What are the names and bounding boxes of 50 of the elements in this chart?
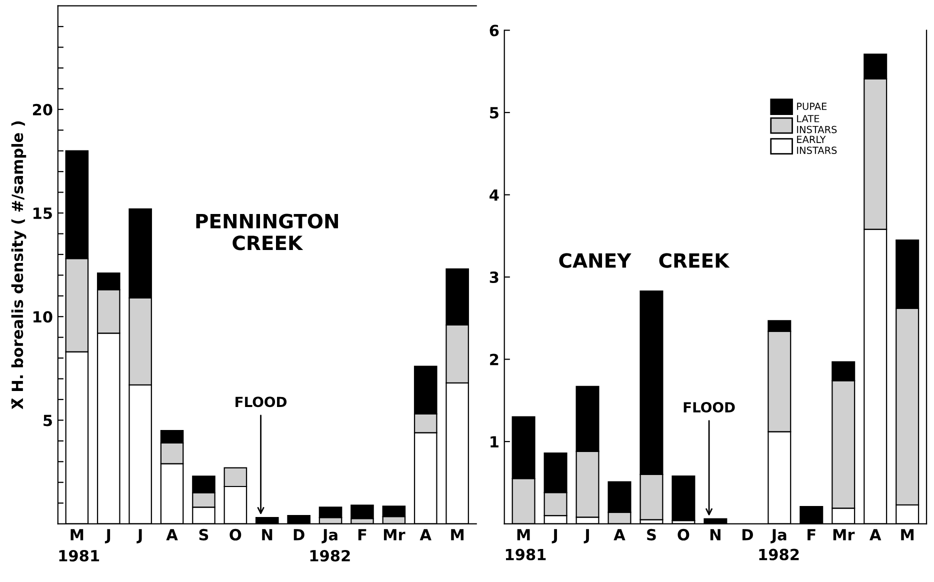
y-tick-label: 10 (34, 311, 52, 323)
legend-label: EARLY INSTARS (797, 136, 837, 154)
legend-label: LATE INSTARS (797, 115, 837, 134)
x-tick-label: M (70, 529, 84, 540)
x-tick-label: O (678, 528, 690, 540)
y-tick-label: 5 (44, 414, 52, 426)
legend-label: PUPAE (797, 102, 827, 110)
x-tick-label: M (901, 529, 914, 540)
y-tick-label: 2 (490, 354, 498, 366)
y-axis-title: X̄ H. borealis density ( #/sample ) (11, 121, 26, 410)
x-tick-label: N (262, 529, 272, 540)
x-tick-label: J (552, 529, 557, 544)
y-tick-label: 3 (490, 271, 498, 284)
y-tick-label: 20 (32, 104, 52, 116)
text: 1981 (506, 548, 546, 560)
x-tick-label: Ja (322, 529, 338, 544)
x-tick-label: A (420, 529, 432, 540)
x-tick-label: A (166, 529, 178, 540)
x-tick-label: F (808, 529, 816, 540)
x-tick-label: D (742, 529, 753, 540)
bar (350, 504, 374, 520)
x-tick-label: J (136, 529, 142, 544)
y-tick-label: 15 (34, 208, 52, 220)
x-tick-label: Mr (384, 529, 406, 540)
x-tick-label: S (199, 528, 208, 540)
text: PENNINGTON CREEK (196, 214, 338, 250)
y-tick-label: 6 (490, 24, 499, 36)
text: CANEY CREEK (559, 253, 730, 268)
bar (672, 476, 696, 522)
annotation: FLOOD (684, 402, 735, 413)
x-tick-label: N (710, 529, 720, 540)
x-tick-label: J (104, 529, 110, 544)
y-tick-label: 1 (490, 436, 498, 448)
x-tick-label: F (358, 529, 366, 540)
y-tick-label: 4 (490, 189, 499, 201)
x-tick-label: A (614, 529, 626, 540)
text: 1982 (310, 550, 350, 562)
x-tick-label: O (230, 528, 242, 540)
x-tick-label: S (647, 528, 656, 540)
x-tick-label: Mr (833, 529, 855, 540)
x-tick-label: M (517, 529, 530, 540)
x-tick-label: M (451, 529, 464, 540)
x-tick-label: J (584, 529, 589, 544)
text: 1981 (59, 550, 100, 562)
x-tick-label: D (294, 529, 304, 540)
x-tick-label: Ja (770, 529, 786, 544)
y-tick-label: 5 (490, 107, 498, 119)
x-tick-label: A (870, 529, 882, 540)
annotation: FLOOD (236, 396, 287, 408)
text: 1982 (759, 548, 799, 560)
